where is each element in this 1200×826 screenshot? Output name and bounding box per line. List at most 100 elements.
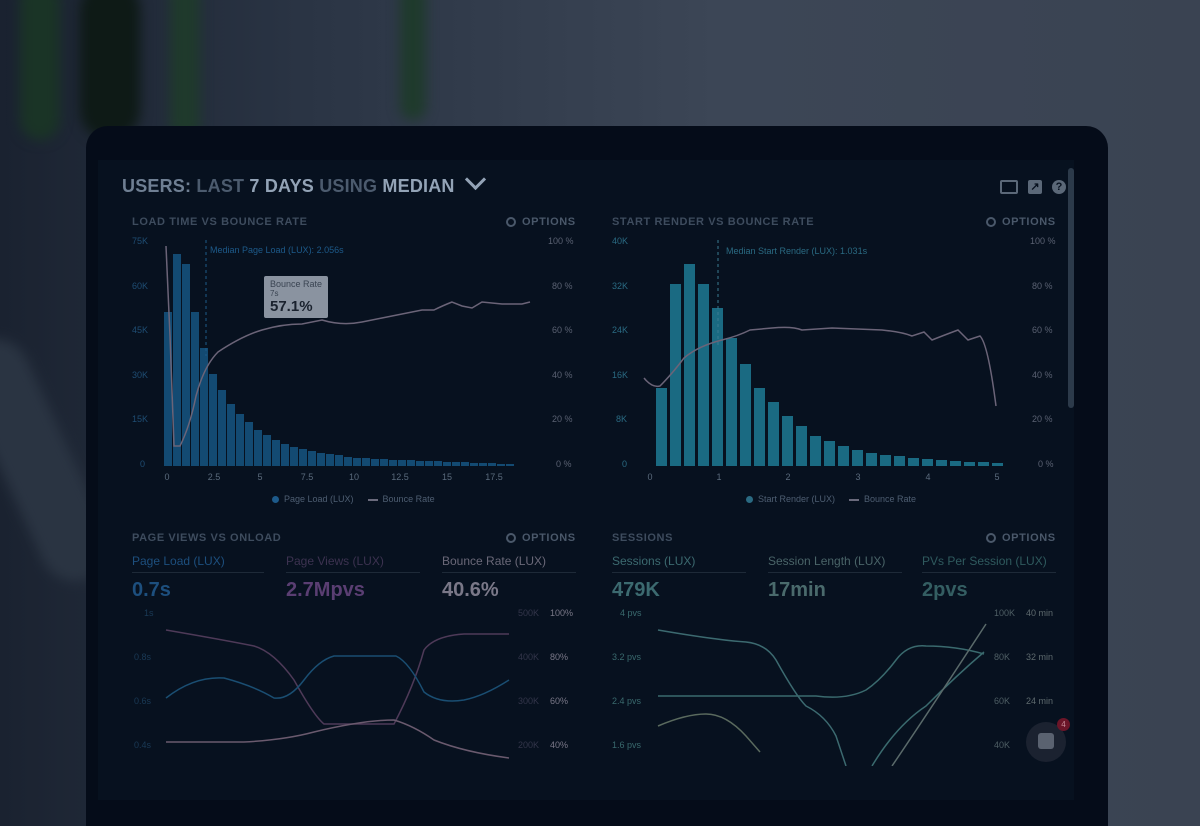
y-tick: 24K [612,325,629,335]
panel-sessions: SESSIONS OPTIONS Sessions (LUX) 479K Ses… [612,532,1062,800]
metric-value: 2.7Mpvs [286,579,365,601]
scrollbar[interactable] [1068,168,1074,408]
chart-legend: Start Render (LUX) Bounce Rate [746,494,916,504]
x-tick: 10 [348,472,360,482]
y-tick: 4 pvs [620,608,642,618]
monitor-icon[interactable] [1000,180,1018,194]
notification-badge: 4 [1057,718,1070,731]
sessions-chart[interactable] [656,616,996,766]
metric-pvs-per-session[interactable]: PVs Per Session (LUX) 2pvs [922,554,1056,602]
legend-line-label: Bounce Rate [382,494,435,504]
gear-icon [506,217,516,228]
y3-tick: 32 min [1026,652,1054,662]
panel-title: PAGE VIEWS VS ONLOAD [132,532,282,544]
legend-line [367,498,378,501]
title-users: USERS: [122,176,192,196]
x-tick: 5 [257,472,263,482]
page-views-chart[interactable] [164,616,514,766]
x-tick: 2.5 [207,472,221,482]
y-tick: 8K [616,414,628,424]
metric-label: PVs Per Session (LUX) [922,554,1056,573]
chat-button[interactable]: 4 [1026,718,1070,762]
panel-load-time: LOAD TIME VS BOUNCE RATE OPTIONS 75K 60K… [132,216,575,506]
tooltip-value: 57.1% [270,298,313,315]
gear-icon [986,217,996,228]
top-toolbar: ↗ ? [1000,180,1066,194]
x-tick: 0 [164,472,170,482]
metric-session-length[interactable]: Session Length (LUX) 17min [768,554,902,602]
panel-title: SESSIONS [612,532,674,544]
y-tick: 0.6s [134,696,152,706]
y3-tick: 60% [550,696,569,706]
y3-tick: 40 min [1026,608,1054,618]
page-title[interactable]: USERS: LAST 7 DAYS USING MEDIAN [122,168,486,197]
y2-tick: 0 % [556,459,572,469]
median-label: Median Page Load (LUX): 2.056s [210,245,344,255]
y3-tick: 100% [550,608,574,618]
y2-tick: 100K [994,608,1016,618]
bounce-rate-tooltip: Bounce Rate 7s 57.1% [264,276,329,318]
y-tick: 30K [132,370,149,380]
y2-tick: 40 % [1032,370,1053,380]
metric-page-views[interactable]: Page Views (LUX) 2.7Mpvs [286,554,420,602]
y-tick: 15K [132,414,149,424]
y2-tick: 400K [518,652,540,662]
panel-title: START RENDER VS BOUNCE RATE [612,216,815,228]
metric-value: 479K [612,579,660,601]
y2-tick: 60 % [1032,325,1053,335]
options-label: OPTIONS [522,532,576,544]
x-tick: 12.5 [391,472,409,482]
y-tick: 75K [132,236,149,246]
legend-dot [746,496,753,504]
x-tick: 0 [647,472,653,482]
background-plant-leaf [80,0,140,140]
x-tick: 5 [994,472,1000,482]
y2-tick: 80 % [1032,281,1053,291]
chevron-down-icon[interactable] [464,168,486,191]
y-tick: 0.8s [134,652,152,662]
y3-tick: 40% [550,740,569,750]
x-tick: 17.5 [485,472,503,482]
options-button[interactable]: OPTIONS [986,532,1056,544]
options-label: OPTIONS [522,216,576,228]
x-tick: 1 [716,472,722,482]
y2-tick: 500K [518,608,540,618]
x-tick: 4 [925,472,931,482]
chat-icon [1038,733,1054,749]
y3-tick: 24 min [1026,696,1054,706]
background-plant-leaf [400,0,426,120]
y2-tick: 100 % [548,236,574,246]
y-tick: 3.2 pvs [612,652,642,662]
y-tick: 1.6 pvs [612,740,642,750]
y2-tick: 0 % [1038,459,1054,469]
metric-sessions[interactable]: Sessions (LUX) 479K [612,554,746,602]
share-icon[interactable]: ↗ [1028,180,1042,194]
y-tick: 45K [132,325,149,335]
metric-page-load[interactable]: Page Load (LUX) 0.7s [132,554,264,602]
y2-tick: 40 % [552,370,573,380]
load-time-chart[interactable] [162,236,542,468]
y3-tick: 80% [550,652,569,662]
options-button[interactable]: OPTIONS [986,216,1056,228]
help-icon[interactable]: ? [1052,180,1066,194]
y2-tick: 20 % [552,414,573,424]
y2-tick: 40K [994,740,1011,750]
y-tick: 0 [622,459,628,469]
y2-tick: 200K [518,740,540,750]
options-button[interactable]: OPTIONS [506,216,576,228]
chart-legend: Page Load (LUX) Bounce Rate [272,494,435,504]
y2-tick: 60 % [552,325,573,335]
metric-value: 2pvs [922,579,968,601]
metric-value: 40.6% [442,579,499,601]
x-tick: 15 [441,472,453,482]
tooltip-title: Bounce Rate [270,279,323,289]
start-render-chart[interactable] [642,236,1022,468]
y-tick: 32K [612,281,629,291]
metric-bounce-rate[interactable]: Bounce Rate (LUX) 40.6% [442,554,576,602]
title-last: LAST [196,176,245,196]
options-button[interactable]: OPTIONS [506,532,576,544]
legend-dot [272,496,279,504]
y-tick: 60K [132,281,149,291]
legend-line [849,498,860,501]
y-tick: 1s [144,608,154,618]
